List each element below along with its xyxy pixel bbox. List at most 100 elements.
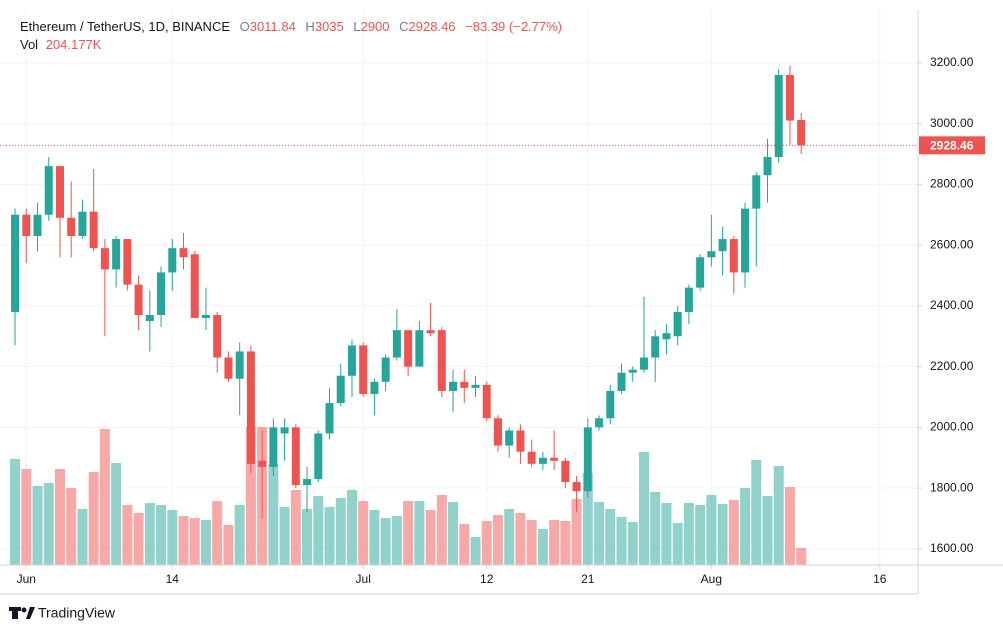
candle-body xyxy=(707,251,716,258)
candle-body xyxy=(201,314,210,319)
volume-bar xyxy=(683,503,694,565)
volume-bar xyxy=(54,469,65,565)
volume-bar xyxy=(234,505,245,565)
volume-bar xyxy=(200,520,211,565)
logo-part xyxy=(12,607,18,619)
volume-bar xyxy=(346,490,357,565)
candle-body xyxy=(617,372,626,391)
volume-bar xyxy=(279,507,290,565)
candle-body xyxy=(673,311,682,337)
volume-bar xyxy=(515,513,526,565)
x-tick-label: 16 xyxy=(873,572,887,586)
volume-bar xyxy=(358,501,369,565)
volume-bar xyxy=(425,510,436,565)
candle-body xyxy=(190,254,199,319)
volume-bar xyxy=(459,524,470,565)
candle-body xyxy=(134,284,143,315)
last-price-label: 2928.46 xyxy=(930,139,974,153)
volume-bar xyxy=(403,501,414,565)
candle-body xyxy=(482,384,491,419)
volume-bar xyxy=(616,517,627,565)
y-tick-label: 1600.00 xyxy=(930,541,974,555)
candle-body xyxy=(595,418,604,428)
x-tick-label: Jul xyxy=(356,572,371,586)
candle-body xyxy=(628,369,637,373)
volume-bar xyxy=(122,505,133,565)
volume-bar xyxy=(492,515,503,565)
volume-bar xyxy=(77,509,88,565)
last-price-box xyxy=(919,136,985,155)
candle-body xyxy=(415,330,424,367)
candle-body xyxy=(168,248,177,273)
candle-body xyxy=(280,427,289,434)
y-tick-label: 2200.00 xyxy=(930,359,974,373)
volume-bar xyxy=(661,503,672,565)
candle-body xyxy=(44,166,53,215)
volume-bar xyxy=(560,521,571,565)
candle-body xyxy=(763,157,772,176)
candle-body xyxy=(662,333,671,340)
candle-body xyxy=(325,403,334,434)
y-tick-label: 2000.00 xyxy=(930,420,974,434)
volume-bar xyxy=(223,525,234,565)
candle-body xyxy=(55,166,64,218)
volume-bar xyxy=(324,507,335,565)
volume-bar xyxy=(740,488,751,565)
volume-bar xyxy=(481,521,492,565)
x-tick-label: 12 xyxy=(480,572,494,586)
volume-bar xyxy=(212,501,223,565)
change: −83.39 (−2.77%) xyxy=(465,19,562,34)
volume-bar xyxy=(391,516,402,565)
candle-body xyxy=(67,217,76,237)
volume-bar xyxy=(695,505,706,565)
ohlc-value: 2900 xyxy=(361,19,390,34)
candle-body xyxy=(774,75,783,158)
candle-body xyxy=(336,375,345,404)
volume-bar xyxy=(638,452,649,565)
volume-bar xyxy=(627,522,638,565)
candle-body xyxy=(449,381,458,391)
volume-bar xyxy=(672,523,683,565)
candle-body xyxy=(303,479,312,486)
candle-body xyxy=(752,175,761,209)
candle-body xyxy=(493,418,502,446)
volume-bar xyxy=(144,503,155,565)
y-tick-label: 1800.00 xyxy=(930,480,974,494)
volume-layer xyxy=(10,427,807,565)
x-tick-label: Aug xyxy=(701,572,722,586)
candle-body xyxy=(651,336,660,358)
candle-body xyxy=(583,427,592,492)
candle-body xyxy=(33,214,42,237)
ohlc-value: 2928.46 xyxy=(409,19,456,34)
volume-bar xyxy=(728,500,739,565)
volume-bar xyxy=(111,463,122,565)
candle-body xyxy=(370,381,379,394)
volume-bar xyxy=(167,510,178,565)
x-tick-label: Jun xyxy=(17,572,36,586)
x-tick-label: 21 xyxy=(581,572,595,586)
candle-body xyxy=(426,330,435,334)
candle-body xyxy=(471,384,480,388)
candle-body xyxy=(291,427,300,486)
volume-bar xyxy=(268,464,279,565)
candle-body xyxy=(505,430,514,446)
volume-bar xyxy=(43,483,54,565)
volume-bar xyxy=(245,427,256,565)
volume-bar xyxy=(189,518,200,565)
volume-value: 204.177K xyxy=(46,37,102,52)
candle-body xyxy=(718,239,727,252)
candle-body xyxy=(213,314,222,358)
volume-bar xyxy=(32,486,43,565)
volume-bar xyxy=(762,496,773,565)
volume-bar xyxy=(751,460,762,565)
volume-bar xyxy=(571,499,582,565)
candle-body xyxy=(145,314,154,322)
logo-part xyxy=(21,607,27,613)
candle-body xyxy=(347,345,356,376)
ohlc-key: H xyxy=(305,19,314,34)
candle-body xyxy=(639,357,648,370)
candle-body xyxy=(404,330,413,367)
volume-bar xyxy=(178,516,189,565)
candle-body xyxy=(684,287,693,312)
